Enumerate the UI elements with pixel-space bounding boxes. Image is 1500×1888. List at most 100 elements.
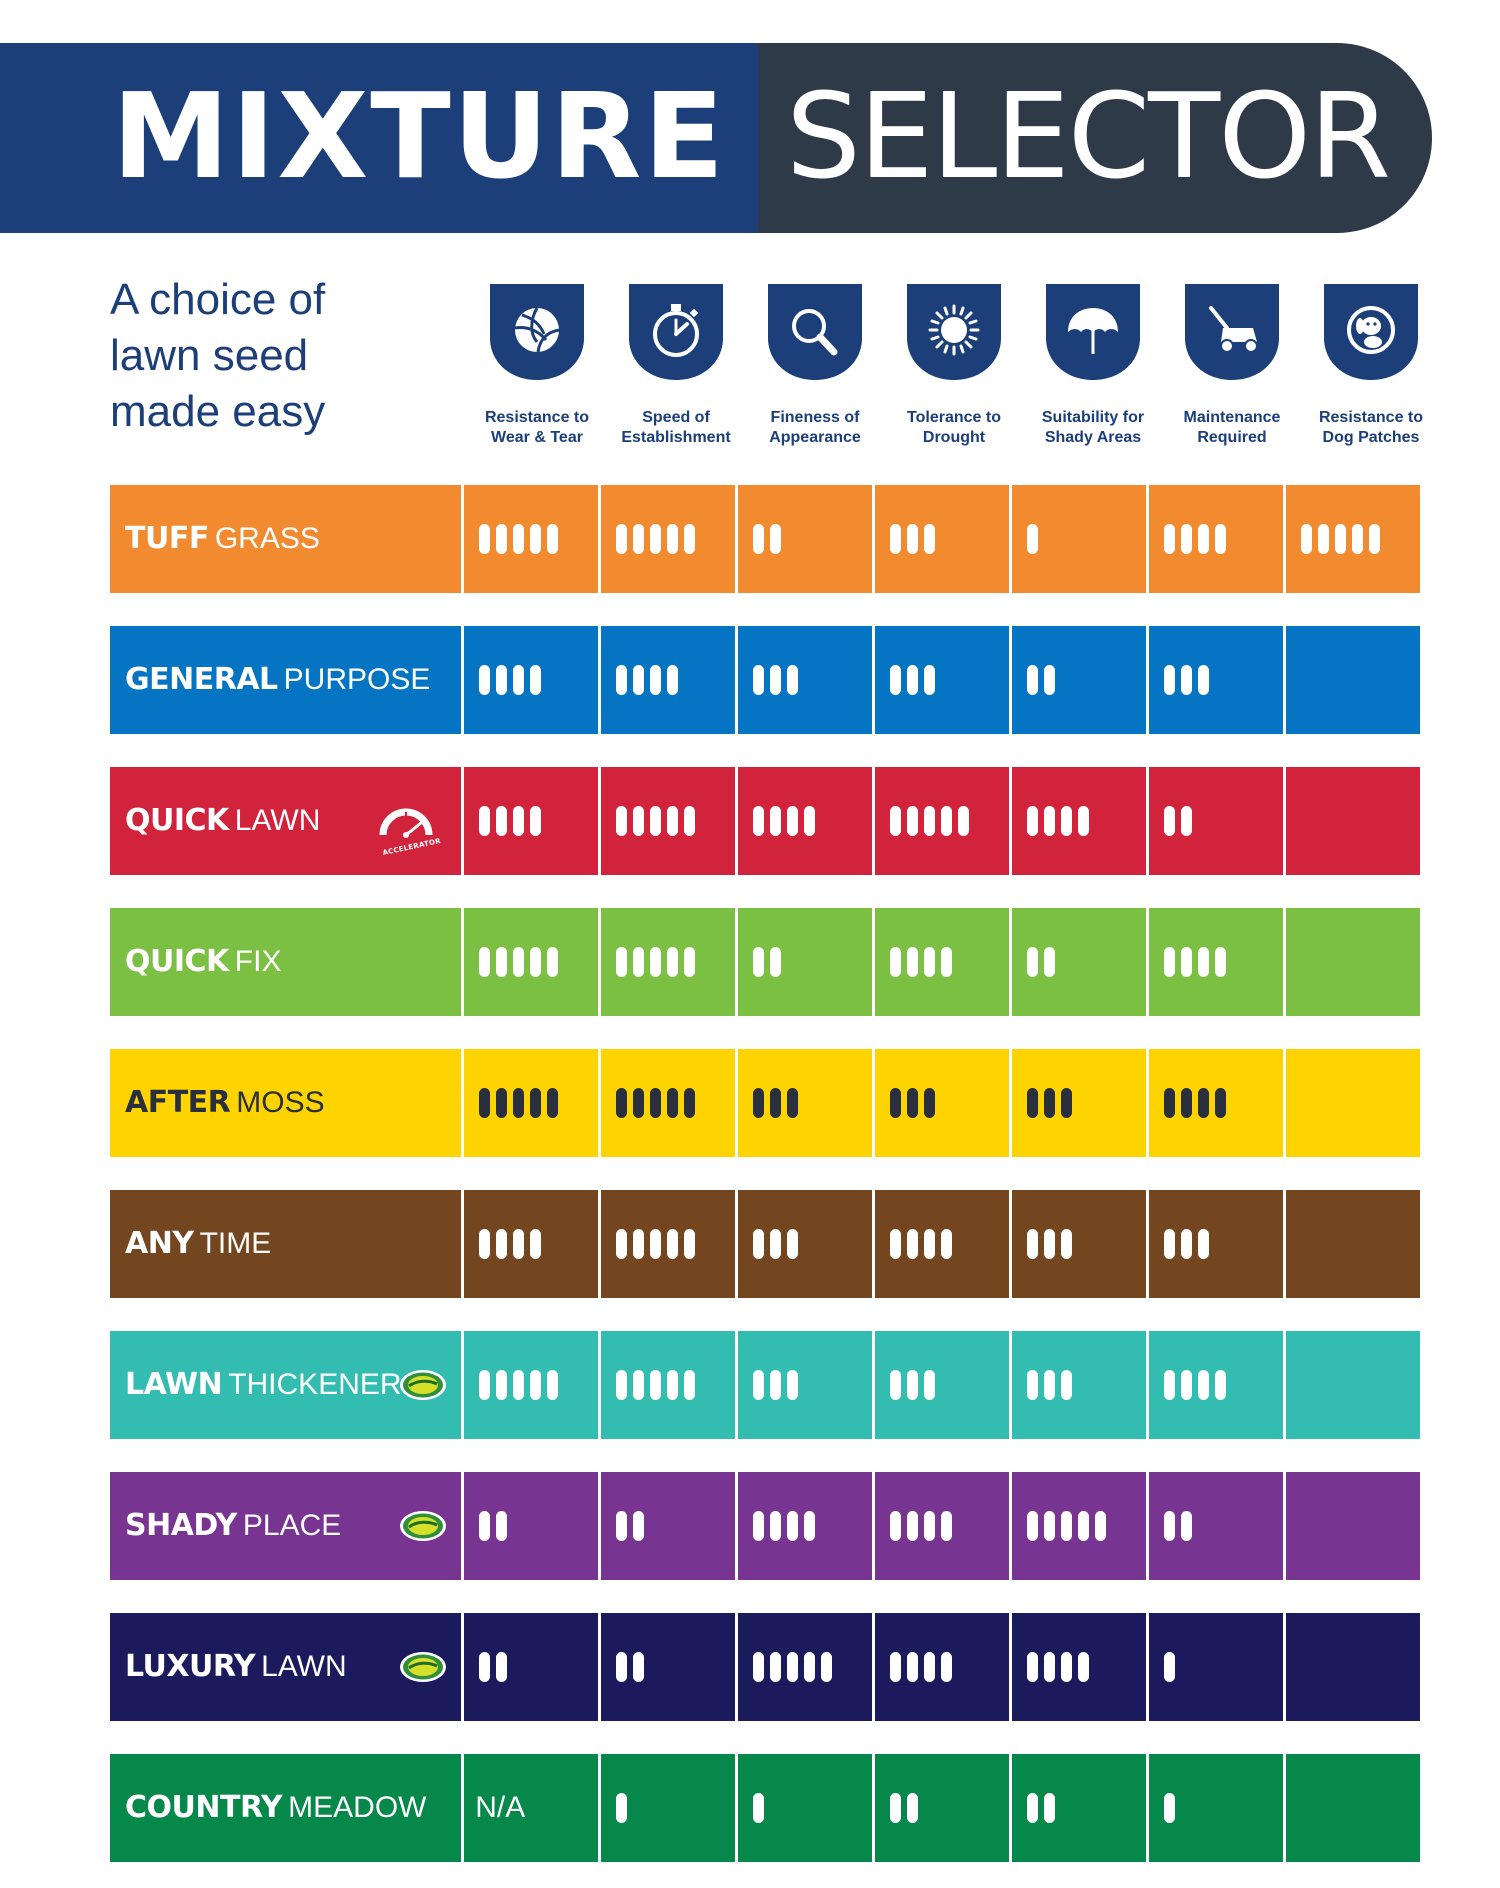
rating-bar	[1044, 1088, 1056, 1118]
rating-bar	[1318, 524, 1330, 554]
criteria-header: Resistance to Wear & Tear Speed of Establi…	[469, 282, 1423, 462]
rating-bar	[1198, 665, 1210, 695]
rating-cell	[738, 1472, 873, 1580]
rating-bar	[547, 1088, 559, 1118]
rating-bar	[1164, 1793, 1176, 1823]
rating-bar	[650, 665, 662, 695]
rating-bar	[616, 1088, 628, 1118]
mixture-row: LUXURY LAWN	[110, 1613, 1421, 1721]
mixture-name: TUFF GRASS	[125, 524, 320, 554]
rating-cell	[738, 1190, 873, 1298]
seed-booster-logo	[399, 1510, 447, 1542]
rating-bars	[1027, 1793, 1056, 1823]
rating-bar	[479, 665, 491, 695]
rating-bar	[1044, 1511, 1056, 1541]
rating-bar	[530, 1088, 542, 1118]
rating-bar	[1027, 524, 1039, 554]
rating-cell	[875, 1331, 1010, 1439]
rating-bars	[1027, 1088, 1073, 1118]
rating-cell	[1286, 1472, 1421, 1580]
rating-bar	[650, 1370, 662, 1400]
rating-bar	[1095, 1511, 1107, 1541]
rating-bar	[890, 1511, 902, 1541]
rating-bar	[547, 947, 559, 977]
rating-bars	[753, 947, 782, 977]
rating-bars	[616, 1511, 645, 1541]
rating-bar	[513, 947, 525, 977]
rating-bars	[479, 947, 559, 977]
rating-bars	[890, 1370, 936, 1400]
rating-bars	[479, 1511, 508, 1541]
mixture-name: LAWN THICKENER	[125, 1370, 402, 1400]
rating-bar	[530, 1370, 542, 1400]
mixture-name: GENERAL PURPOSE	[125, 665, 430, 695]
rating-bar	[530, 947, 542, 977]
rating-bar	[1044, 665, 1056, 695]
rating-bars	[479, 665, 542, 695]
rating-bar	[770, 665, 782, 695]
rating-bar	[770, 806, 782, 836]
rating-bar	[1164, 1511, 1176, 1541]
rating-cell	[1149, 1049, 1284, 1157]
rating-bar	[770, 1229, 782, 1259]
rating-bar	[1215, 524, 1227, 554]
rating-bar	[513, 806, 525, 836]
seed-booster-logo	[399, 1369, 447, 1401]
rating-bar	[530, 806, 542, 836]
rating-cell	[1149, 626, 1284, 734]
rating-bar	[633, 1511, 645, 1541]
rating-cell	[1012, 1754, 1147, 1862]
criterion-label-line2: Required	[1197, 429, 1267, 446]
mixture-row: TUFF GRASS	[110, 485, 1421, 593]
rating-bars	[890, 665, 936, 695]
mixture-name: AFTER MOSS	[125, 1088, 325, 1118]
criterion-label: Speed of Establishment	[608, 408, 744, 448]
rating-bars	[616, 1088, 696, 1118]
rating-bars	[890, 1793, 919, 1823]
rating-bar	[1181, 1088, 1193, 1118]
criterion-label-line1: Suitability for	[1041, 409, 1145, 426]
rating-bar	[1044, 806, 1056, 836]
mixture-name-bold: LUXURY	[125, 1649, 256, 1684]
tagline: A choice of lawn seed made easy	[110, 272, 430, 440]
criterion-label-line2: Establishment	[621, 429, 731, 446]
rating-bar	[924, 1370, 936, 1400]
rating-bar	[1335, 524, 1347, 554]
criterion-label: Resistance to Dog Patches	[1303, 408, 1439, 448]
criterion-label-line2: Shady Areas	[1044, 429, 1142, 446]
rating-cell	[464, 1472, 599, 1580]
rating-cell	[1012, 1049, 1147, 1157]
rating-bar	[479, 1652, 491, 1682]
rating-bar	[496, 947, 508, 977]
rating-bar	[684, 806, 696, 836]
rating-cell	[464, 1613, 599, 1721]
rating-bar	[753, 1088, 765, 1118]
rating-bar	[667, 947, 679, 977]
rating-bar	[1215, 947, 1227, 977]
rating-bar	[633, 665, 645, 695]
rating-bar	[890, 1652, 902, 1682]
rating-bar	[770, 1370, 782, 1400]
rating-bar	[496, 524, 508, 554]
rating-bar	[650, 947, 662, 977]
lawnmower-icon	[1181, 282, 1283, 382]
rating-cell	[464, 908, 599, 1016]
rating-cell	[875, 485, 1010, 593]
rating-bars	[479, 1652, 508, 1682]
rating-bar	[1215, 1088, 1227, 1118]
rating-bar	[616, 806, 628, 836]
rating-bar	[1301, 524, 1313, 554]
rating-bar	[496, 1088, 508, 1118]
rating-cell	[464, 626, 599, 734]
rating-bar	[941, 1229, 953, 1259]
rating-cell	[601, 1472, 736, 1580]
rating-cell	[601, 767, 736, 875]
mixture-name-cell: AFTER MOSS	[110, 1049, 462, 1157]
mixture-name-rest: FIX	[234, 945, 282, 978]
rating-cell	[1286, 1331, 1421, 1439]
rating-cell	[1012, 767, 1147, 875]
tagline-line: lawn seed	[110, 331, 309, 380]
rating-cell	[738, 1754, 873, 1862]
rating-bars	[753, 806, 816, 836]
rating-bar	[890, 1370, 902, 1400]
